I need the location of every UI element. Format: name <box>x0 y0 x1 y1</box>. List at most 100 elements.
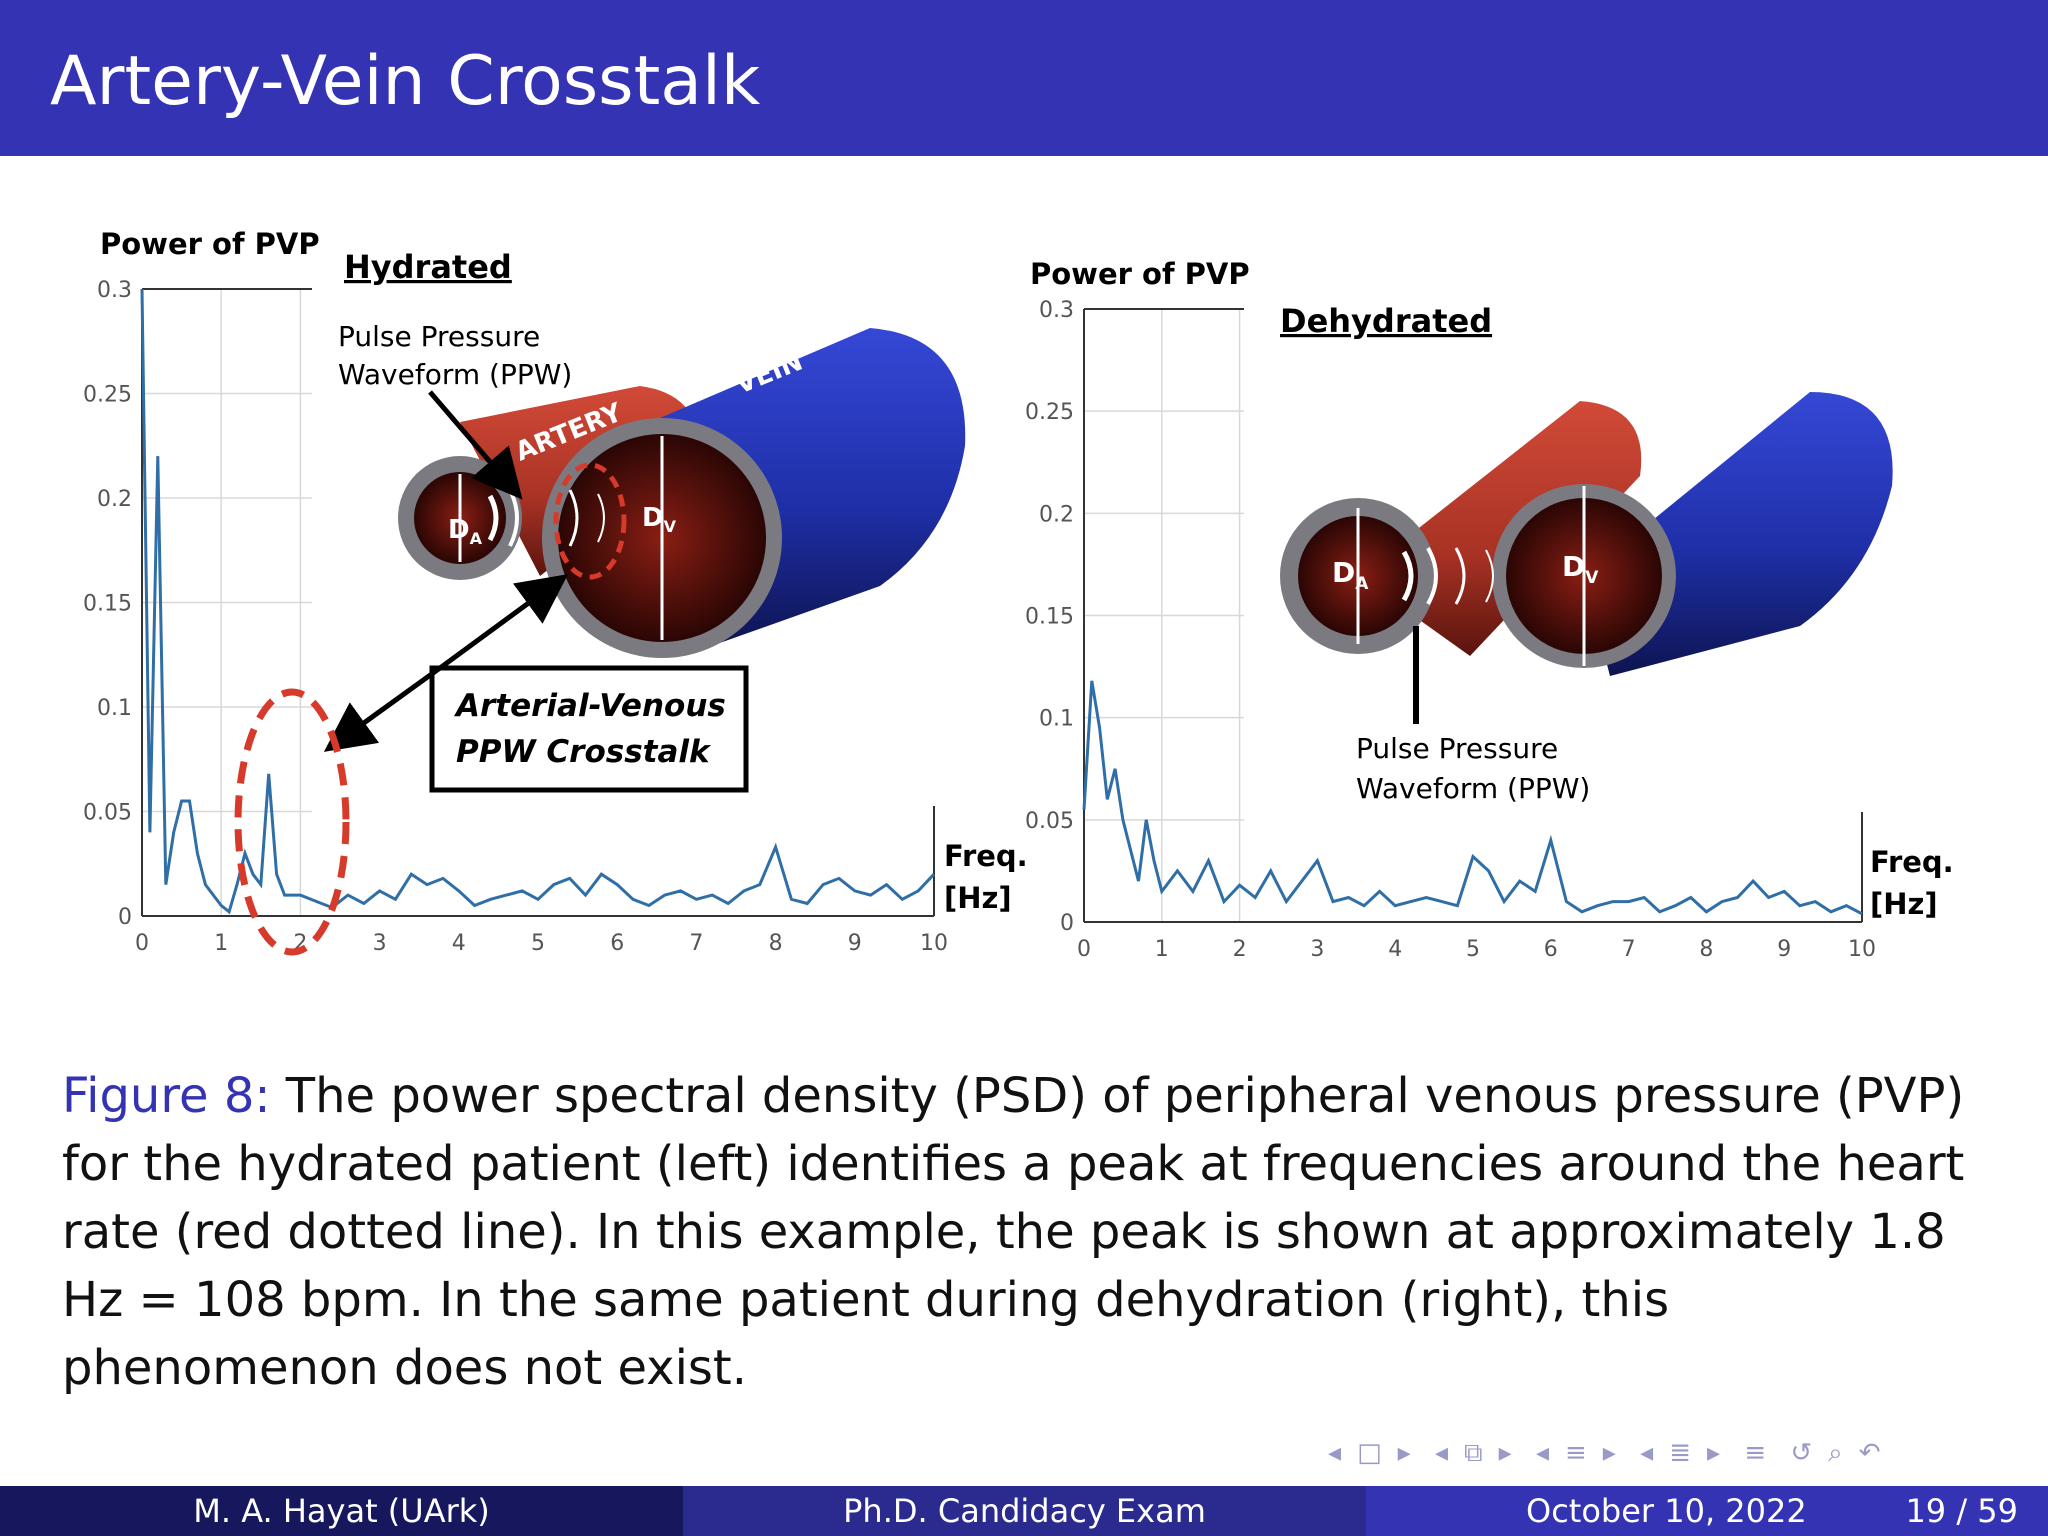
footer-page: 19 / 59 <box>1905 1492 2018 1530</box>
figure-caption: Figure 8: The power spectral density (PS… <box>62 1062 1992 1402</box>
nav-section-icon[interactable]: ≡ <box>1565 1438 1587 1468</box>
left-xtick-label: 0 <box>135 931 149 956</box>
right-ytick-label: 0.2 <box>1039 502 1074 527</box>
left-xtick-label: 9 <box>848 931 862 956</box>
figure-8: Power of PVP 0 1 2 3 4 5 6 7 8 9 1000.050.10.150.2… <box>83 227 1954 962</box>
left-xtick-label: 3 <box>373 931 387 956</box>
left-ytick-label: 0.05 <box>83 801 132 826</box>
left-ytick-label: 0.1 <box>97 696 132 721</box>
nav-align-icon[interactable]: ≡ <box>1744 1438 1767 1468</box>
slide-footer: M. A. Hayat (UArk) Ph.D. Candidacy Exam … <box>0 1486 2048 1536</box>
nav-prev-doc-icon[interactable]: ◂ <box>1640 1438 1654 1468</box>
right-panel-title: Dehydrated <box>1280 302 1492 340</box>
left-series-line <box>140 288 936 915</box>
da-label: DA <box>448 515 483 548</box>
pulse-wave-4 <box>597 493 605 543</box>
right-ytick-label: 0.1 <box>1039 707 1074 732</box>
left-xtick-label: 7 <box>689 931 703 956</box>
nav-undo-icon[interactable]: ↶ <box>1858 1438 1881 1468</box>
right-ytick-label: 0.3 <box>1039 298 1074 323</box>
nav-prev-frame-icon[interactable]: ◂ <box>1328 1438 1342 1468</box>
nav-zoom-icon[interactable]: ⌕ <box>1828 1438 1843 1468</box>
left-ylabel: Power of PVP <box>100 227 320 261</box>
right-ppw-label-1: Pulse Pressure <box>1356 732 1558 765</box>
left-ppw-label-1: Pulse Pressure <box>338 320 540 353</box>
left-xlabel-unit: [Hz] <box>944 881 1012 915</box>
nav-subsection-icon[interactable]: ⧉ <box>1464 1438 1483 1468</box>
nav-prev-subsection-icon[interactable]: ◂ <box>1434 1438 1449 1468</box>
right-xtick-label: 10 <box>1848 937 1876 962</box>
left-axes <box>141 288 935 917</box>
pulse-wave-1 <box>487 494 499 542</box>
right-series-line <box>1082 680 1863 916</box>
dv-label: DV <box>642 503 677 536</box>
nav-prev-section-icon[interactable]: ◂ <box>1535 1438 1549 1468</box>
right-xtick-label: 2 <box>1233 937 1247 962</box>
dv-label: DV <box>1562 550 1599 588</box>
nav-next-subsection-icon[interactable]: ▸ <box>1498 1438 1512 1468</box>
crosstalk-arrow-down <box>323 665 442 752</box>
pulse-wave-2 <box>1426 547 1438 605</box>
left-xlabel: Freq. <box>944 839 1028 873</box>
crosstalk-zone-small <box>553 462 627 580</box>
left-ytick-label: 0 <box>118 905 132 930</box>
left-panel: Power of PVP 0 1 2 3 4 5 6 7 8 9 1000.050.10.150.2… <box>83 227 1028 956</box>
pulse-wave-3 <box>568 489 579 547</box>
right-xlabel: Freq. <box>1870 845 1954 879</box>
left-xtick-label: 6 <box>610 931 624 956</box>
pulse-wave-1 <box>1401 550 1414 602</box>
right-xtick-label: 1 <box>1155 937 1169 962</box>
crosstalk-label-1: Arterial-Venous <box>453 688 726 724</box>
right-xtick-label: 9 <box>1777 937 1791 962</box>
left-panel-title: Hydrated <box>344 248 512 286</box>
left-ytick-label: 0.3 <box>97 278 132 303</box>
right-xtick-label: 7 <box>1622 937 1636 962</box>
nav-doc-icon[interactable]: ≣ <box>1669 1438 1691 1468</box>
right-xtick-label: 4 <box>1388 937 1402 962</box>
right-ytick-label: 0 <box>1060 911 1074 936</box>
right-vessel-illustration: DA DV ARTERY VEIN <box>1280 392 1893 724</box>
footer-right: October 10, 2022 19 / 59 <box>1366 1486 2048 1536</box>
right-xlabel-unit: [Hz] <box>1870 887 1938 921</box>
ppw-pointer-arrow <box>428 390 523 500</box>
right-ytick-label: 0.25 <box>1025 400 1074 425</box>
left-xtick-label: 10 <box>920 931 948 956</box>
crosstalk-arrow-up <box>438 574 569 671</box>
slide-title: Artery-Vein Crosstalk <box>50 42 761 121</box>
right-ytick-label: 0.05 <box>1025 809 1074 834</box>
left-grid <box>142 288 312 917</box>
right-axes <box>1083 308 1863 923</box>
caption-text: The power spectral density (PSD) of peri… <box>62 1068 1965 1396</box>
left-ytick-label: 0.15 <box>83 592 132 617</box>
right-xtick-label: 8 <box>1699 937 1713 962</box>
right-ppw-label-2: Waveform (PPW) <box>1356 772 1590 805</box>
left-vessel-illustration: DA DV ARTERY VEIN <box>398 328 966 658</box>
crosstalk-label-2: PPW Crosstalk <box>456 734 712 770</box>
right-xtick-label: 3 <box>1310 937 1324 962</box>
figure-label: Figure 8: <box>62 1068 271 1124</box>
left-xtick-label: 5 <box>531 931 545 956</box>
vein-label: VEIN <box>1651 401 1738 469</box>
left-ytick-label: 0.2 <box>97 487 132 512</box>
beamer-navigation[interactable]: ◂ □ ▸ ◂ ⧉ ▸ ◂ ≡ ▸ ◂ ≣ ▸ ≡ ↺ ⌕ ↶ <box>1320 1438 1889 1469</box>
nav-next-section-icon[interactable]: ▸ <box>1602 1438 1616 1468</box>
nav-frame-icon[interactable]: □ <box>1357 1438 1382 1468</box>
left-ppw-label-2: Waveform (PPW) <box>338 358 572 391</box>
right-xtick-label: 6 <box>1544 937 1558 962</box>
pulse-wave-3 <box>1454 547 1466 605</box>
right-ytick-label: 0.15 <box>1025 605 1074 630</box>
crosstalk-box <box>429 665 749 793</box>
footer-date: October 10, 2022 <box>1526 1492 1807 1530</box>
left-xtick-label: 8 <box>769 931 783 956</box>
right-grid <box>1084 308 1244 923</box>
right-panel: Power of PVP 0 1 2 3 4 5 6 7 8 9 10 0 0.05 0.1 0.15 0.2… <box>1025 257 1954 962</box>
nav-next-frame-icon[interactable]: ▸ <box>1397 1438 1411 1468</box>
footer-event: Ph.D. Candidacy Exam <box>683 1486 1366 1536</box>
left-ytick-label: 0.25 <box>83 383 132 408</box>
right-ylabel: Power of PVP <box>1030 257 1250 291</box>
nav-next-doc-icon[interactable]: ▸ <box>1706 1438 1721 1468</box>
da-label: DA <box>1332 556 1369 594</box>
nav-loop-icon[interactable]: ↺ <box>1790 1438 1813 1468</box>
left-xtick-label: 1 <box>214 931 228 956</box>
